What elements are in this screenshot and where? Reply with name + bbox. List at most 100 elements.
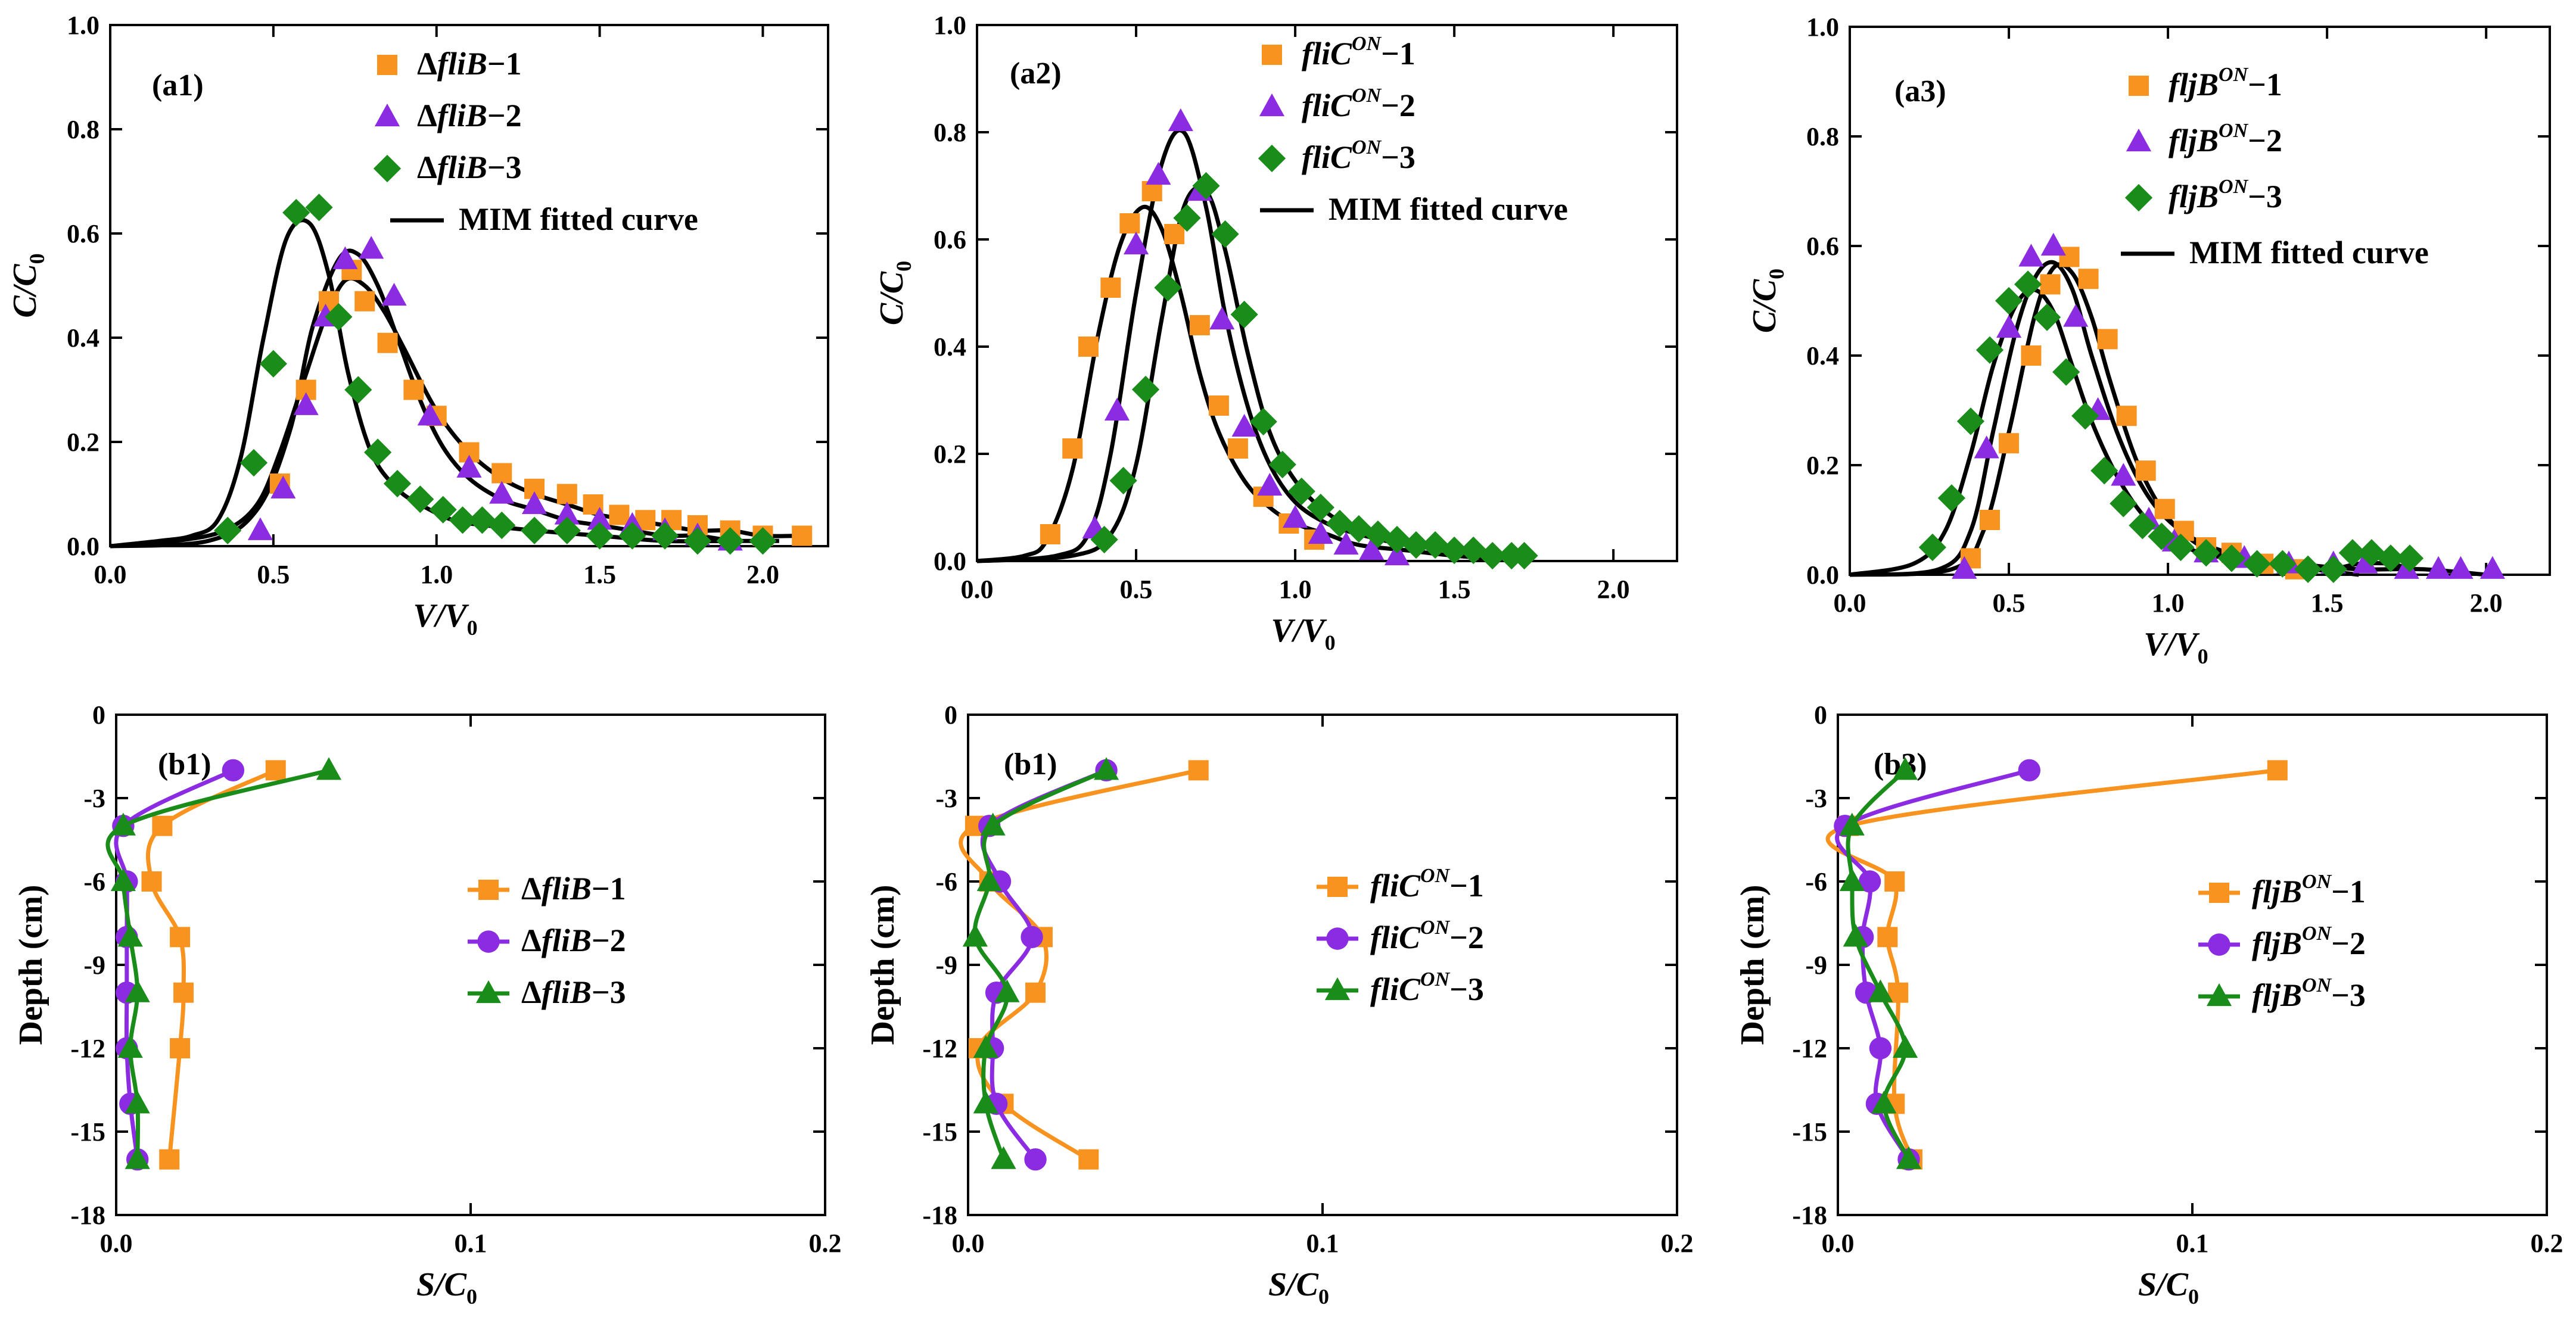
y-tick-label: -12 — [70, 1034, 105, 1063]
plot-frame — [115, 714, 826, 1216]
point-series-2 — [222, 759, 245, 782]
point-series-3 — [110, 868, 136, 892]
point-series-3 — [1839, 812, 1865, 836]
legend-entry: ΔfliB−2 — [521, 923, 626, 958]
y-tick-label: 1.0 — [934, 11, 966, 40]
legend-marker — [1324, 977, 1351, 1001]
point-series-3 — [2294, 555, 2322, 583]
point-series-3 — [520, 516, 549, 544]
point-series-3 — [406, 485, 434, 513]
legend-entry: fliCON−3 — [1370, 968, 1484, 1007]
point-series-3 — [2033, 303, 2061, 331]
point-series-1 — [173, 982, 194, 1003]
point-series-3 — [1109, 466, 1137, 495]
x-tick-label: 0.0 — [100, 1229, 133, 1258]
x-tick-label: 0.0 — [94, 560, 127, 589]
legend-entry: fliCON−3 — [1302, 136, 1415, 175]
legend-entry: ΔfliB−1 — [417, 46, 522, 82]
point-series-2 — [2063, 304, 2089, 327]
x-tick-label: 2.0 — [746, 560, 779, 589]
y-axis-title: C/C0 — [873, 261, 916, 325]
point-series-1 — [152, 815, 173, 836]
point-series-3 — [214, 516, 242, 544]
x-axis-title: S/C0 — [416, 1266, 477, 1309]
point-series-3 — [1306, 493, 1334, 522]
point-series-3 — [383, 469, 412, 498]
point-series-3 — [1871, 1091, 1897, 1114]
point-series-1 — [1164, 224, 1185, 244]
panel-a1: 0.0 0.5 1.0 1.5 2.0 0.0 0.2 0.4 0.6 0.8 1.0 V/V0 C/C… — [7, 11, 829, 640]
legend: fljBON−1 fljBON−2 fljBON−3 MIM fitted curve — [2121, 64, 2429, 270]
plot-area — [959, 757, 1209, 1171]
point-series-2 — [1231, 413, 1257, 437]
point-series-3 — [1479, 541, 1507, 570]
x-tick-label: 0.0 — [1834, 588, 1866, 618]
point-series-3 — [683, 527, 712, 555]
point-series-3 — [553, 516, 581, 544]
point-series-3 — [2338, 539, 2366, 567]
x-tick-label: 0.0 — [1822, 1229, 1855, 1258]
y-tick-label: -15 — [922, 1117, 957, 1147]
point-series-3 — [1937, 484, 1966, 512]
plot-area — [976, 108, 1538, 570]
panel-label: (b1) — [158, 747, 211, 781]
point-series-3 — [749, 527, 777, 555]
point-series-2 — [1333, 531, 1359, 555]
point-series-3 — [1868, 979, 1893, 1002]
fit-curve-1 — [1849, 287, 2411, 577]
y-tick-label: 0.4 — [67, 323, 99, 353]
point-series-3 — [973, 1035, 998, 1058]
point-series-3 — [651, 522, 679, 550]
point-series-1 — [1980, 510, 2000, 530]
point-series-3 — [1192, 172, 1220, 200]
legend: ΔfliB−1 ΔfliB−2 ΔfliB−3 — [468, 871, 626, 1010]
x-tick-label: 0.5 — [1993, 588, 2026, 618]
point-series-3 — [2014, 270, 2042, 298]
point-series-1 — [2135, 460, 2156, 481]
legend-fit-label: MIM fitted curve — [2189, 235, 2429, 270]
point-series-3 — [2269, 550, 2297, 578]
point-series-1 — [792, 525, 813, 546]
x-tick-label: 0.1 — [1306, 1229, 1339, 1258]
point-series-1 — [1062, 438, 1083, 459]
x-tick-label: 1.0 — [1279, 575, 1312, 604]
point-series-2 — [1146, 161, 1171, 185]
point-series-2 — [587, 507, 612, 530]
legend-entry: ΔfliB−1 — [521, 871, 626, 906]
point-series-3 — [980, 812, 1006, 836]
point-series-1 — [1100, 278, 1121, 298]
legend-entry: ΔfliB−3 — [521, 974, 626, 1010]
point-series-2 — [554, 501, 580, 525]
y-tick-label: 0.2 — [67, 428, 99, 457]
x-tick-label: 1.0 — [420, 560, 453, 589]
point-series-3 — [1268, 450, 1296, 479]
point-series-3 — [976, 868, 1002, 892]
legend: fliCON−1 fliCON−2 fliCON−3 MIM fitted curve — [1258, 33, 1568, 227]
y-tick-label: 1.0 — [1806, 13, 1839, 42]
y-tick-label: 0 — [92, 700, 105, 730]
panel-label: (a3) — [1894, 74, 1946, 108]
point-series-3 — [117, 1035, 143, 1058]
legend-fit-label: MIM fitted curve — [459, 201, 698, 237]
point-series-2 — [2040, 232, 2066, 256]
y-tick-label: -18 — [70, 1201, 105, 1230]
x-tick-label: 0.2 — [1661, 1229, 1694, 1258]
y-axis-title: Depth (cm) — [864, 884, 901, 1045]
legend-marker — [2129, 76, 2149, 96]
panel-b1: 0.0 0.1 0.2 0 -3 -6 -9 -12 -15 -18 S/C0 Depth (cm) (… — [13, 700, 842, 1309]
x-tick-label: 0.2 — [809, 1229, 842, 1258]
point-series-2 — [2018, 759, 2040, 782]
point-series-1 — [403, 379, 424, 400]
y-tick-label: -9 — [935, 951, 957, 980]
x-axis-title: V/V0 — [413, 597, 477, 640]
y-tick-label: 0.8 — [1806, 122, 1839, 151]
y-axis-title: Depth (cm) — [1734, 884, 1771, 1045]
point-series-3 — [2071, 402, 2099, 430]
point-series-2 — [247, 517, 273, 540]
y-tick-label: -9 — [83, 951, 105, 980]
point-series-1 — [2078, 269, 2099, 289]
legend-entry: fljBON−3 — [2169, 176, 2282, 214]
panel-label: (a1) — [152, 68, 204, 102]
point-series-1 — [2040, 274, 2061, 295]
